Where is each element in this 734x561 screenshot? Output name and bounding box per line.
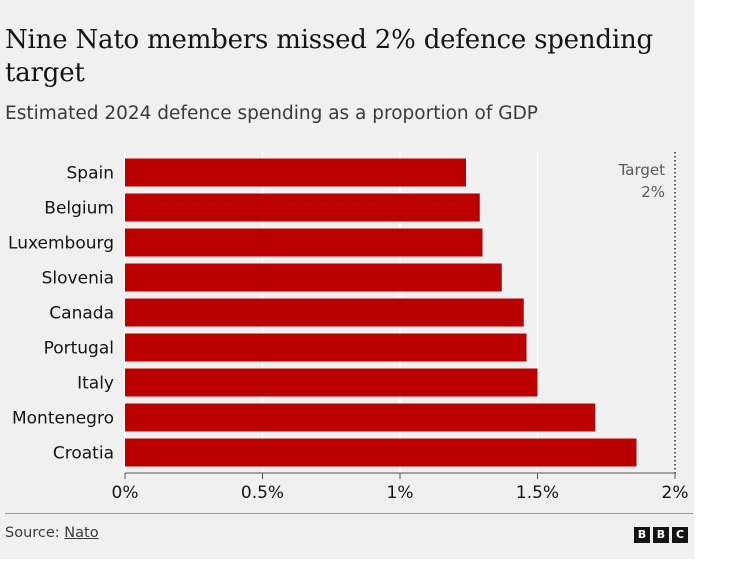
bar-spain bbox=[125, 158, 466, 187]
x-tick-label: 0% bbox=[112, 483, 139, 500]
category-label: Luxembourg bbox=[8, 234, 114, 254]
category-label: Portugal bbox=[44, 339, 114, 359]
chart-title: Nine Nato members missed 2% defence spen… bbox=[5, 25, 653, 88]
footer-divider bbox=[5, 513, 693, 514]
bar-canada bbox=[125, 298, 524, 327]
bar-belgium bbox=[125, 193, 480, 222]
bar-croatia bbox=[125, 438, 637, 467]
target-label: Target bbox=[618, 161, 666, 179]
bar-portugal bbox=[125, 333, 527, 362]
category-label: Belgium bbox=[44, 199, 114, 219]
target-value-label: 2% bbox=[641, 183, 665, 201]
bbc-logo-letter: C bbox=[672, 527, 688, 543]
x-tick-label: 1% bbox=[387, 483, 414, 500]
bar-slovenia bbox=[125, 263, 502, 292]
source-line: Source: Nato bbox=[5, 525, 99, 541]
x-tick-label: 0.5% bbox=[241, 483, 284, 500]
chart-card: Nine Nato members missed 2% defence spen… bbox=[0, 0, 694, 559]
bar-chart: Spain Belgium Luxembourg Slovenia Canada Port… bbox=[8, 152, 689, 500]
category-label: Spain bbox=[67, 164, 115, 184]
chart-subtitle: Estimated 2024 defence spending as a pro… bbox=[5, 103, 538, 124]
category-label: Croatia bbox=[53, 444, 114, 464]
category-label: Slovenia bbox=[42, 269, 114, 289]
bbc-logo-letter: B bbox=[653, 527, 669, 543]
bar-montenegro bbox=[125, 403, 596, 432]
bbc-logo: B B C bbox=[634, 527, 688, 543]
category-label: Canada bbox=[49, 304, 114, 324]
x-tick-label: 2% bbox=[662, 483, 689, 500]
source-link[interactable]: Nato bbox=[64, 525, 99, 541]
category-label: Montenegro bbox=[12, 409, 114, 429]
x-tick-label: 1.5% bbox=[516, 483, 559, 500]
bar-luxembourg bbox=[125, 228, 483, 257]
bbc-logo-letter: B bbox=[634, 527, 650, 543]
bar-italy bbox=[125, 368, 538, 397]
category-label: Italy bbox=[77, 374, 114, 394]
source-label: Source: bbox=[5, 525, 60, 541]
